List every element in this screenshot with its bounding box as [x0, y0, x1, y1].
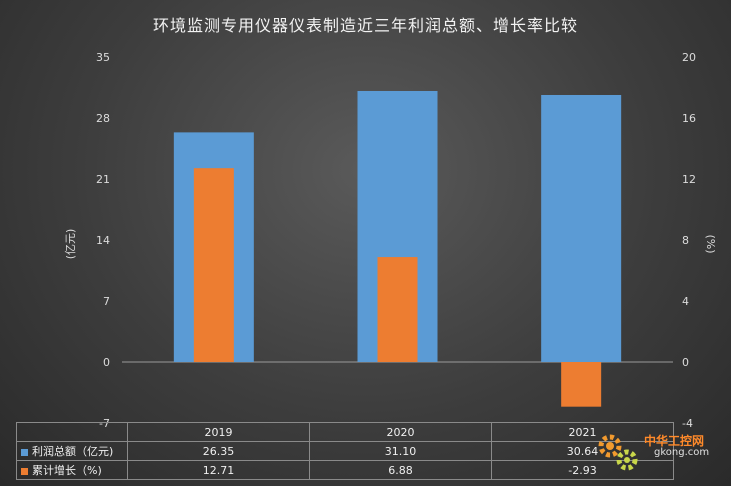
chart-title: 环境监测专用仪器仪表制造近三年利润总额、增长率比较	[152, 16, 578, 35]
table-header-row: 2019 2020 2021	[16, 422, 674, 442]
legend-label-profit: 利润总额（亿元)	[32, 445, 114, 458]
data-table: 2019 2020 2021 利润总额（亿元) 26.35 31.10 30.6…	[16, 422, 674, 480]
y-left-tick-6: 35	[96, 51, 110, 64]
gear-icon	[598, 434, 638, 471]
watermark-text-cn: 中华工控网	[644, 434, 705, 448]
legend-swatch-growth	[21, 467, 28, 475]
y-left-tick-5: 28	[96, 112, 110, 125]
table-cell-profit-2019: 26.35	[127, 441, 310, 461]
y-right-tick-6: 20	[682, 51, 696, 64]
bar-growth-2021	[561, 362, 602, 407]
table-cell-growth-2019: 12.71	[127, 460, 310, 480]
y-left-tick-1: 0	[103, 356, 110, 369]
y-right-tick-4: 12	[682, 173, 696, 186]
table-category-1: 2020	[309, 422, 492, 442]
y-right-tick-1: 0	[682, 356, 689, 369]
y-left-tick-3: 14	[96, 234, 110, 247]
y-right-tick-0: -4	[682, 417, 693, 430]
watermark-text-url: gkong.com	[654, 447, 710, 458]
y-right-tick-2: 4	[682, 295, 689, 308]
table-cell-growth-2020: 6.88	[309, 460, 492, 480]
table-category-0: 2019	[127, 422, 310, 442]
y-right-tick-3: 8	[682, 234, 689, 247]
table-cell-profit-2020: 31.10	[309, 441, 492, 461]
legend-entry-growth: 累计增长（%)	[16, 460, 128, 480]
table-corner-cell	[16, 422, 128, 442]
bar-growth-2020	[377, 257, 418, 362]
watermark-logo: 中华工控网 gkong.com	[594, 430, 724, 476]
legend-swatch-profit	[21, 448, 28, 456]
y-right-axis-title: (%)	[704, 234, 717, 253]
y-right-tick-5: 16	[682, 112, 696, 125]
table-row-growth: 累计增长（%) 12.71 6.88 -2.93	[16, 460, 674, 480]
legend-label-growth: 累计增长（%)	[32, 464, 102, 477]
legend-entry-profit: 利润总额（亿元)	[16, 441, 128, 461]
y-left-axis-title: (亿元)	[64, 229, 77, 260]
bar-growth-2019	[193, 168, 234, 362]
table-cell-growth-2021: -2.93	[491, 460, 674, 480]
bar-profit-2021	[541, 94, 622, 362]
table-row-profit: 利润总额（亿元) 26.35 31.10 30.64	[16, 441, 674, 461]
y-left-tick-4: 21	[96, 173, 110, 186]
y-left-tick-2: 7	[103, 295, 110, 308]
